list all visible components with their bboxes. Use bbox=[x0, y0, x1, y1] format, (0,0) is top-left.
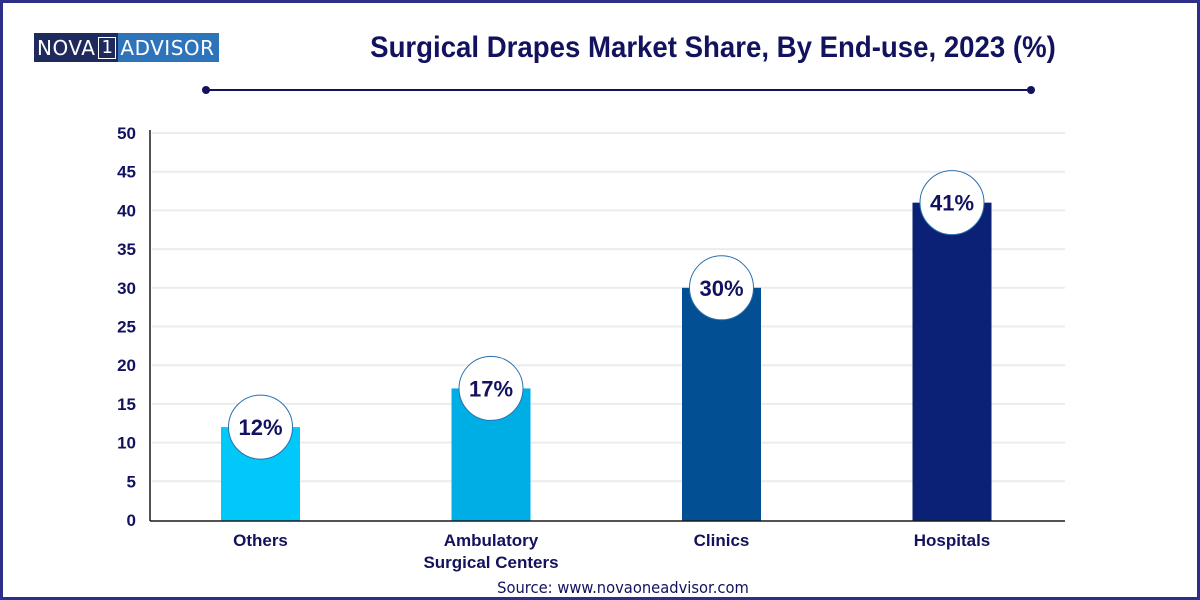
y-tick-label: 15 bbox=[117, 395, 136, 414]
y-tick-label: 45 bbox=[117, 163, 136, 182]
data-label: 41% bbox=[930, 191, 974, 216]
y-tick-label: 30 bbox=[117, 279, 136, 298]
x-category-label: Others bbox=[233, 531, 288, 550]
data-label: 30% bbox=[699, 276, 743, 301]
y-tick-label: 0 bbox=[127, 511, 136, 530]
y-tick-label: 50 bbox=[117, 124, 136, 143]
y-tick-label: 10 bbox=[117, 434, 136, 453]
x-category-label: Ambulatory bbox=[444, 531, 539, 550]
chart-title: Surgical Drapes Market Share, By End-use… bbox=[370, 31, 1056, 64]
logo-dark-part: NOVA 1 bbox=[34, 33, 119, 62]
logo-text-nova: NOVA bbox=[37, 35, 96, 60]
data-label-bubble bbox=[919, 170, 985, 236]
x-axis-categories: Others Ambulatory Surgical Centers Clinics H… bbox=[233, 531, 990, 572]
bar bbox=[682, 287, 761, 521]
data-label: 12% bbox=[238, 415, 282, 440]
x-category-label: Hospitals bbox=[914, 531, 991, 550]
data-label: 17% bbox=[469, 376, 513, 401]
data-label-bubble bbox=[689, 255, 754, 321]
title-underline-dot-right bbox=[1027, 86, 1035, 94]
x-category-label: Clinics bbox=[694, 531, 750, 550]
y-tick-label: 35 bbox=[117, 240, 136, 259]
nova-one-advisor-logo: NOVA 1 ADVISOR bbox=[34, 33, 219, 62]
bar bbox=[912, 202, 992, 521]
y-tick-label: 25 bbox=[117, 318, 136, 337]
logo-light-part: ADVISOR bbox=[118, 33, 219, 62]
bars: 12% 17% 30% 41% bbox=[221, 170, 992, 521]
y-tick-label: 40 bbox=[117, 201, 136, 220]
y-tick-label: 20 bbox=[117, 356, 136, 375]
title-underline-dot-left bbox=[202, 86, 210, 94]
source-note: Source: www.novaoneadvisor.com bbox=[497, 578, 749, 597]
logo-text-advisor: ADVISOR bbox=[120, 35, 215, 60]
data-label-bubble bbox=[228, 394, 293, 460]
data-label-bubble bbox=[458, 355, 524, 421]
y-tick-label: 5 bbox=[127, 472, 136, 491]
y-axis-ticks: 0 5 10 15 20 25 30 35 40 45 50 bbox=[117, 124, 136, 530]
x-category-label: Surgical Centers bbox=[423, 553, 558, 572]
logo-text-one: 1 bbox=[98, 36, 117, 59]
